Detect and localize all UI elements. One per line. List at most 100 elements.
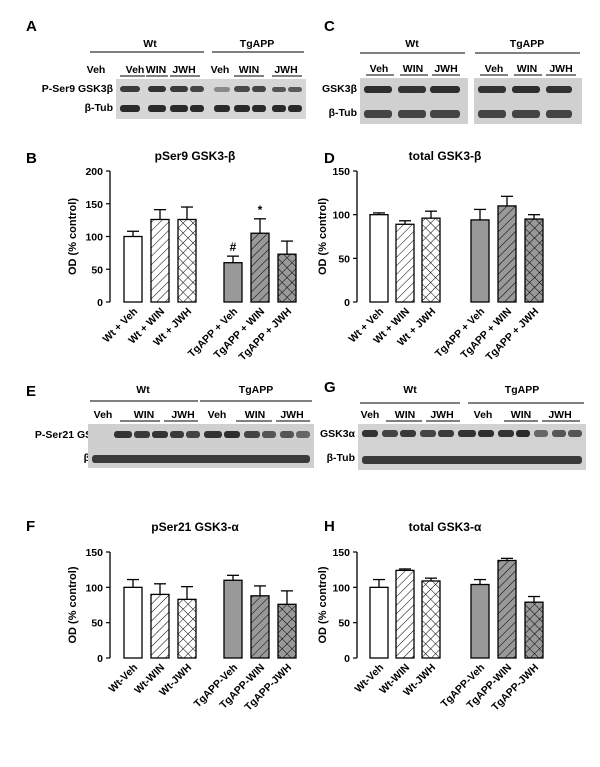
panel-label-g: G [324, 379, 336, 396]
lane-label: Veh [485, 63, 504, 75]
group-label-tgapp: TgAPP [240, 38, 274, 50]
group-label-wt: Wt [405, 38, 419, 50]
blot-bands [364, 86, 572, 118]
y-tick-label: 200 [85, 166, 103, 178]
bar-pattern [525, 219, 543, 302]
blot-row-label: β-Tub [329, 107, 357, 119]
lane-label: JWH [274, 64, 297, 76]
lane-label: Veh [87, 64, 106, 76]
y-tick-label: 150 [85, 547, 103, 559]
chart-title: pSer21 GSK3-α [151, 520, 239, 534]
blot-panel-a: Wt TgAPP Veh Veh WIN JWH Veh WIN JWH P-S… [42, 38, 306, 119]
y-tick-label: 0 [344, 297, 350, 309]
lane-label: Veh [208, 409, 227, 421]
blot-image [116, 79, 306, 119]
significance-marker: # [230, 240, 237, 254]
y-tick-label: 50 [338, 253, 350, 265]
significance-marker: * [258, 203, 263, 217]
group-label-wt: Wt [403, 384, 417, 396]
chart-title: total GSK3-β [409, 149, 482, 163]
bar-fill [370, 587, 388, 658]
panel-label-a: A [26, 18, 37, 35]
y-tick-label: 150 [332, 547, 350, 559]
bar-pattern [278, 254, 296, 302]
y-tick-label: 50 [338, 618, 350, 630]
bar-fill [224, 580, 242, 658]
chart-title: pSer9 GSK3-β [155, 149, 236, 163]
bar-pattern [178, 599, 196, 658]
panel-label-c: C [324, 18, 335, 35]
bar-pattern [151, 219, 169, 302]
lane-label: JWH [549, 63, 572, 75]
blot-row-label: GSK3α [320, 428, 356, 440]
bar-pattern [278, 604, 296, 658]
lane-label: WIN [245, 409, 265, 421]
y-tick-label: 100 [332, 210, 350, 222]
blot-row-label: GSK3β [322, 83, 358, 95]
blot-bands [362, 430, 582, 464]
y-axis-label: OD (% control) [67, 198, 79, 275]
lane-label: JWH [434, 63, 457, 75]
panel-label-b: B [26, 150, 37, 167]
y-tick-label: 50 [91, 618, 103, 630]
y-tick-label: 0 [344, 653, 350, 665]
blot-row-label: P-Ser9 GSK3β [42, 83, 114, 95]
lane-label: WIN [239, 64, 259, 76]
bar-pattern [498, 560, 516, 658]
lane-label: JWH [171, 409, 194, 421]
y-tick-label: 150 [332, 166, 350, 178]
blot-panel-e: Wt TgAPP Veh WIN JWH Veh WIN JWH P-Ser21… [35, 384, 314, 468]
group-label-wt: Wt [143, 38, 157, 50]
bar-pattern [396, 570, 414, 658]
blot-bands [120, 86, 302, 112]
bar-pattern [396, 224, 414, 302]
bar-pattern [151, 594, 169, 658]
lane-label: WIN [134, 409, 154, 421]
lane-label: JWH [172, 64, 195, 76]
group-label-tgapp: TgAPP [239, 384, 273, 396]
bar-pattern [525, 602, 543, 658]
group-label-tgapp: TgAPP [505, 384, 539, 396]
panel-label-e: E [26, 383, 36, 400]
lane-label: Veh [474, 409, 493, 421]
panel-label-h: H [324, 518, 335, 535]
y-tick-label: 150 [85, 199, 103, 211]
lane-label: WIN [511, 409, 531, 421]
bar-chart-pser21-gsk3a: pSer21 GSK3-αOD (% control)050100150Wt-V… [67, 520, 297, 713]
blot-panel-g: Wt TgAPP Veh WIN JWH Veh WIN JWH GSK3α β… [320, 384, 586, 470]
y-axis-label: OD (% control) [317, 198, 329, 275]
lane-label: JWH [280, 409, 303, 421]
blot-row-label: β-Tub [327, 452, 355, 464]
bar-chart-total-gsk3a: total GSK3-αOD (% control)050100150Wt-Ve… [317, 520, 544, 713]
y-axis-label: OD (% control) [317, 566, 329, 643]
bar-pattern [178, 219, 196, 302]
lane-label: Veh [211, 64, 230, 76]
bar-pattern [498, 205, 516, 302]
lane-label: Veh [370, 63, 389, 75]
blot-panel-c: Wt TgAPP Veh WIN JWH Veh WIN JWH GSK3β β… [322, 38, 582, 124]
bar-fill [471, 584, 489, 658]
lane-label: Veh [126, 64, 145, 76]
group-label-tgapp: TgAPP [510, 38, 544, 50]
blot-row-label: β-Tub [85, 102, 113, 114]
y-tick-label: 100 [332, 582, 350, 594]
lane-label: WIN [517, 63, 537, 75]
panel-label-f: F [26, 518, 35, 535]
y-axis-label: OD (% control) [67, 566, 79, 643]
y-tick-label: 0 [97, 653, 103, 665]
lane-label: Veh [94, 409, 113, 421]
group-label-wt: Wt [136, 384, 150, 396]
lane-label: WIN [146, 64, 166, 76]
blot-bands [92, 431, 310, 463]
lane-label: Veh [361, 409, 380, 421]
lane-label: WIN [403, 63, 423, 75]
bar-fill [124, 236, 142, 302]
bar-chart-pser9-gsk3b: pSer9 GSK3-βOD (% control)050100150200Wt… [67, 149, 297, 363]
chart-title: total GSK3-α [409, 520, 482, 534]
bar-fill [124, 587, 142, 658]
bar-pattern [251, 595, 269, 658]
bar-pattern [422, 580, 440, 658]
lane-label: JWH [548, 409, 571, 421]
